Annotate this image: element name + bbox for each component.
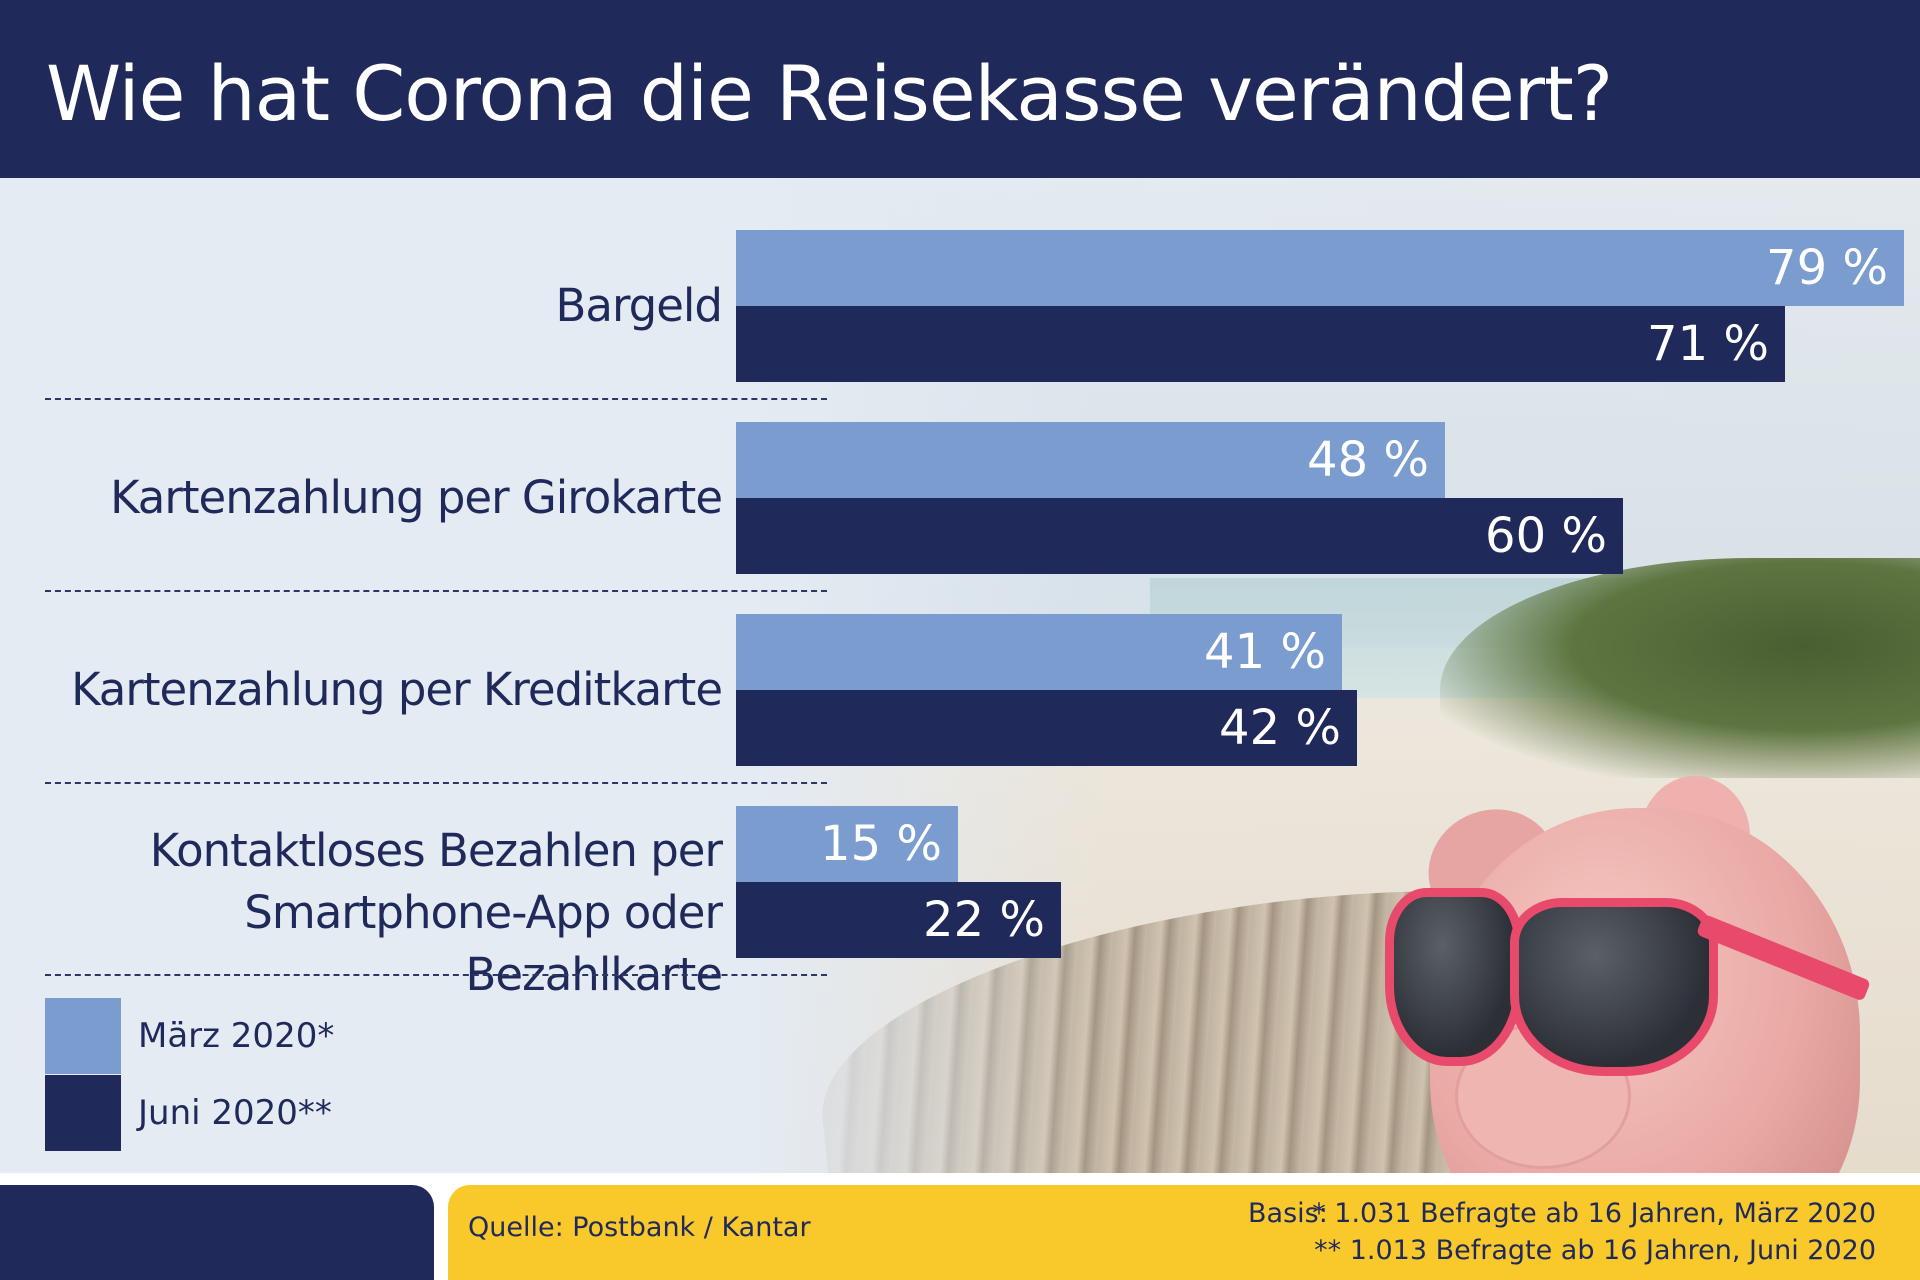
bar-june-4: 22 % <box>736 882 1061 958</box>
bar-june-2: 60 % <box>736 498 1623 574</box>
footer-yellow-block <box>448 1185 1920 1280</box>
bar-march-3: 41 % <box>736 614 1342 690</box>
chart-title: Wie hat Corona die Reisekasse verändert? <box>46 49 1613 138</box>
category-divider <box>45 782 827 784</box>
bar-march-2: 48 % <box>736 422 1445 498</box>
category-divider <box>45 974 827 976</box>
category-label-line: Kartenzahlung per Kreditkarte <box>71 663 723 716</box>
bar-value-label: 41 % <box>1204 624 1326 680</box>
bar-value-label: 79 % <box>1766 240 1888 296</box>
bar-march-4: 15 % <box>736 806 958 882</box>
category-label-line: Smartphone-App oder Bezahlkarte <box>244 886 723 1001</box>
bar-value-label: 48 % <box>1307 432 1429 488</box>
bar-value-label: 60 % <box>1485 508 1607 564</box>
legend-label-june: Juni 2020** <box>138 1093 332 1133</box>
bar-june-1: 71 % <box>736 306 1785 382</box>
source-note: Quelle: Postbank / Kantar <box>468 1212 811 1243</box>
category-label-2: Kartenzahlung per Girokarte <box>30 467 723 529</box>
basis-note-march: * 1.031 Befragte ab 16 Jahren, März 2020 <box>1312 1198 1876 1229</box>
category-label-4: Kontaktloses Bezahlen per Smartphone-App … <box>30 820 723 1006</box>
category-divider <box>45 398 827 400</box>
category-label-3: Kartenzahlung per Kreditkarte <box>30 659 723 721</box>
category-label-line: Bargeld <box>555 279 723 332</box>
bar-value-label: 42 % <box>1219 700 1341 756</box>
category-label-1: Bargeld <box>30 275 723 337</box>
bar-june-3: 42 % <box>736 690 1357 766</box>
bar-value-label: 22 % <box>923 892 1045 948</box>
basis-label: Basis: <box>1248 1198 1328 1229</box>
legend-label-march: März 2020* <box>138 1016 335 1056</box>
legend-swatch-march <box>45 998 121 1074</box>
category-divider <box>45 590 827 592</box>
legend-swatch-june <box>45 1075 121 1151</box>
header-bar: Wie hat Corona die Reisekasse verändert? <box>0 0 1920 178</box>
footer-navy-block <box>0 1185 434 1280</box>
basis-note-june: ** 1.013 Befragte ab 16 Jahren, Juni 202… <box>1314 1235 1876 1266</box>
sunglasses-lens-right <box>1510 898 1718 1076</box>
bar-value-label: 71 % <box>1647 316 1769 372</box>
bar-value-label: 15 % <box>820 816 942 872</box>
category-label-line: Kontaktloses Bezahlen per <box>149 824 723 877</box>
category-label-line: Kartenzahlung per Girokarte <box>110 471 723 524</box>
bar-march-1: 79 % <box>736 230 1904 306</box>
